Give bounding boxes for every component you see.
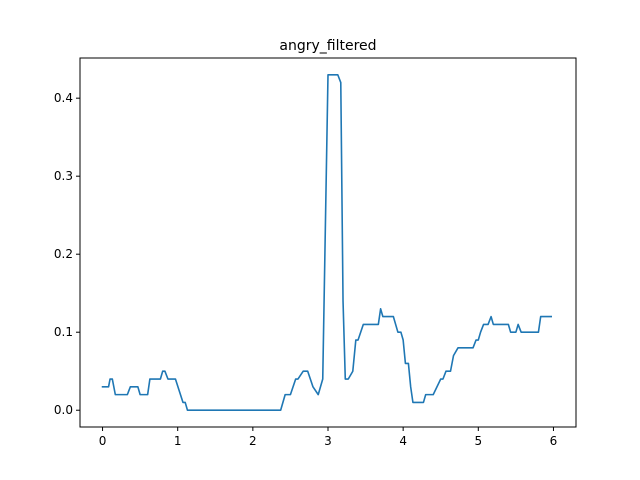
x-tick-label: 2 — [249, 434, 257, 448]
x-tick-label: 6 — [550, 434, 558, 448]
y-tick-label: 0.2 — [54, 247, 73, 261]
x-tick-label: 5 — [474, 434, 482, 448]
series-line-0 — [101, 73, 553, 412]
chart-title: angry_filtered — [279, 38, 376, 54]
x-tick-label: 1 — [174, 434, 182, 448]
plot-area — [101, 73, 553, 412]
axes: 0 1 2 3 4 5 6 0.0 0.1 0.2 0.3 0.4 — [54, 57, 577, 448]
x-tick-label: 0 — [99, 434, 107, 448]
x-tick-label: 4 — [399, 434, 407, 448]
y-tick-label: 0.1 — [54, 325, 73, 339]
y-tick-label: 0.3 — [54, 169, 73, 183]
x-tick-label: 3 — [324, 434, 332, 448]
y-tick-label: 0.0 — [54, 403, 73, 417]
y-tick-label: 0.4 — [54, 91, 73, 105]
